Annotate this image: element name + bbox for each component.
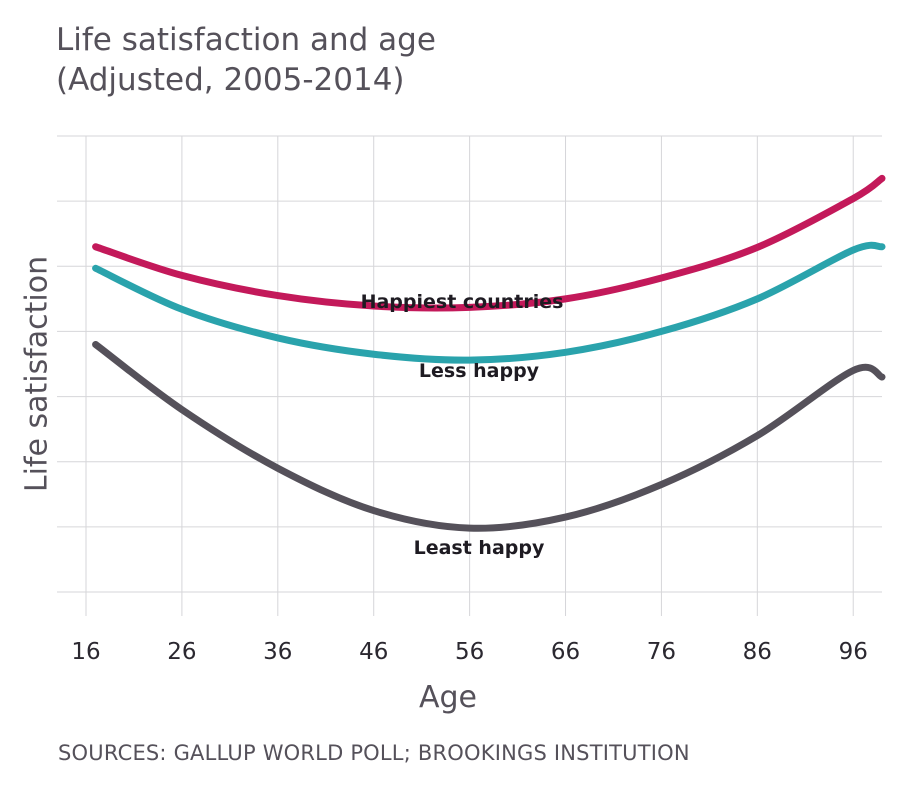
- x-tick-label-66: 66: [551, 639, 580, 665]
- x-tick-label-76: 76: [647, 639, 676, 665]
- chart-title: Life satisfaction and age (Adjusted, 200…: [56, 20, 436, 100]
- series-label-least-happy: Least happy: [414, 537, 545, 559]
- grid-lines: [57, 135, 882, 616]
- x-tick-label-96: 96: [839, 639, 868, 665]
- x-tick-label-16: 16: [71, 639, 100, 665]
- series-labels: Happiest countries Less happy Least happy: [361, 291, 564, 559]
- x-tick-label-26: 26: [167, 639, 196, 665]
- series-line-less-happy: [92, 241, 886, 364]
- chart-title-line1: Life satisfaction and age: [56, 22, 436, 58]
- x-tick-label-36: 36: [263, 639, 292, 665]
- source-note: SOURCES: GALLUP WORLD POLL; BROOKINGS IN…: [58, 741, 690, 765]
- x-tick-label-56: 56: [455, 639, 484, 665]
- x-axis-ticks: 16 26 36 46 56 66 76 86 96: [71, 639, 868, 665]
- x-tick-label-86: 86: [743, 639, 772, 665]
- x-axis-label: Age: [418, 680, 478, 715]
- series-line-least-happy: [92, 340, 886, 532]
- chart-subtitle: (Adjusted, 2005-2014): [56, 62, 405, 98]
- x-tick-label-46: 46: [359, 639, 388, 665]
- series-lines: [92, 174, 886, 532]
- series-line-happiest-countries: [92, 174, 886, 312]
- series-label-happiest-countries: Happiest countries: [361, 291, 564, 313]
- series-label-less-happy: Less happy: [419, 360, 540, 382]
